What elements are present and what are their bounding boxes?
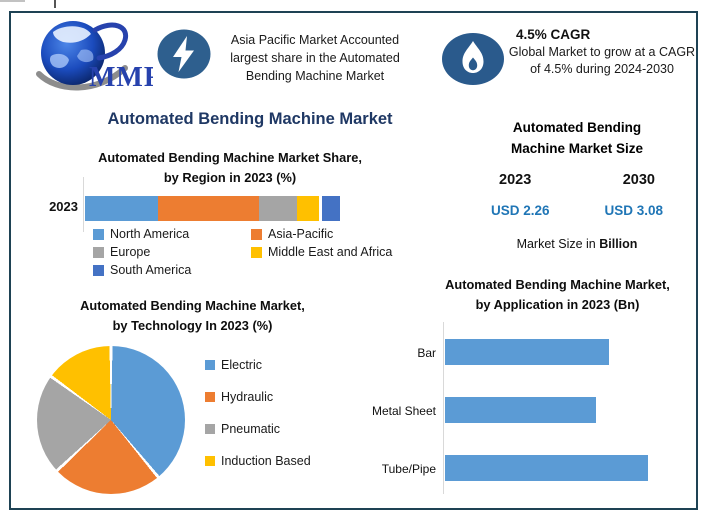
application-label-bar: Bar (417, 346, 436, 360)
legend-label: Europe (110, 245, 151, 259)
legend-label: Pneumatic (221, 422, 281, 436)
value-2030: USD 3.08 (604, 203, 663, 218)
caption-prefix: Market Size in (516, 237, 600, 251)
application-chart-title-line1: Automated Bending Machine Market, (445, 277, 670, 292)
legend-swatch-mea (251, 246, 262, 258)
legend-swatch-europe (93, 246, 104, 258)
application-chart-title: Automated Bending Machine Market, by App… (425, 275, 690, 315)
legend-item: Electric (205, 358, 311, 372)
legend-label: Asia-Pacific (268, 227, 334, 241)
market-size-title-line2: Machine Market Size (510, 141, 644, 156)
legend-label: Electric (221, 358, 262, 372)
value-2023: USD 2.26 (491, 203, 550, 218)
mmr-globe-logo: MMR (36, 21, 153, 92)
region-stacked-bar (85, 196, 340, 221)
legend-swatch-pneumatic (205, 424, 215, 434)
legend-swatch-induction (205, 456, 215, 466)
legend-swatch-asia-pacific (251, 228, 262, 240)
callout-right: 4.5% CAGR Global Market to grow at a CAG… (508, 27, 696, 78)
technology-chart-title: Automated Bending Machine Market, by Tec… (25, 296, 360, 336)
logo-text: MMR (89, 62, 153, 92)
market-size-title-line1: Automated Bending (512, 120, 642, 135)
application-label-tube-pipe: Tube/Pipe (381, 462, 436, 476)
region-bar-category-label: 2023 (49, 199, 78, 214)
legend-swatch-north-america (93, 228, 104, 240)
application-label-metal-sheet: Metal Sheet (371, 404, 436, 418)
technology-pie (37, 346, 185, 494)
region-chart-title: Automated Bending Machine Market Share, … (55, 148, 405, 188)
infographic-border (9, 11, 698, 510)
technology-chart-title-line1: Automated Bending Machine Market, (80, 298, 305, 313)
legend-swatch-electric (205, 360, 215, 370)
technology-chart-title-line2: by Technology In 2023 (%) (112, 318, 273, 333)
crop-artifact-tick (54, 0, 56, 8)
legend-item: Europe (93, 245, 251, 259)
caption-bold: Billion (599, 237, 638, 251)
legend-item: Induction Based (205, 454, 311, 468)
legend-item: North America (93, 227, 251, 241)
lightning-icon (157, 29, 211, 79)
cagr-headline: 4.5% CAGR (516, 27, 591, 42)
application-bar-tube-pipe (445, 455, 648, 481)
legend-label: Middle East and Africa (268, 245, 393, 259)
legend-swatch-south-america (93, 264, 104, 276)
legend-label: South America (110, 263, 192, 277)
region-bar-segment (322, 196, 340, 221)
year-2023-label: 2023 (499, 172, 532, 188)
cagr-body-text: Global Market to grow at a CAGR of 4.5% … (508, 45, 696, 76)
region-bar-segment (296, 196, 320, 221)
legend-item: Hydraulic (205, 390, 311, 404)
application-bar-bar (445, 339, 609, 365)
application-chart-axis (443, 322, 444, 494)
market-size-years: 2023 2030 (487, 172, 667, 188)
technology-legend: Electric Hydraulic Pneumatic Induction B… (205, 358, 311, 486)
legend-item: Middle East and Africa (251, 245, 423, 259)
region-bar-segment (85, 196, 159, 221)
year-2030-label: 2030 (622, 172, 655, 188)
legend-item: Pneumatic (205, 422, 311, 436)
region-legend: North America Asia-Pacific Europe Middle… (93, 227, 423, 277)
region-chart-title-line2: by Region in 2023 (%) (163, 170, 297, 185)
legend-item: South America (93, 263, 251, 277)
market-size-title: Automated Bending Machine Market Size (487, 117, 667, 159)
legend-label: Hydraulic (221, 390, 274, 404)
legend-label: North America (110, 227, 190, 241)
application-chart-title-line2: by Application in 2023 (Bn) (475, 297, 640, 312)
region-chart-axis (83, 177, 84, 232)
legend-item: Asia-Pacific (251, 227, 423, 241)
region-chart-title-line1: Automated Bending Machine Market Share, (98, 150, 362, 165)
crop-artifact-dash (0, 0, 25, 2)
legend-label: Induction Based (221, 454, 311, 468)
application-bar-metal-sheet (445, 397, 596, 423)
flame-icon (442, 33, 504, 85)
region-bar-segment (258, 196, 297, 221)
market-size-values: USD 2.26 USD 3.08 (487, 203, 667, 218)
page-title: Automated Bending Machine Market (107, 110, 393, 128)
region-bar-segment (158, 196, 259, 221)
legend-swatch-hydraulic (205, 392, 215, 402)
callout-left-text: Asia Pacific Market Accounted largest sh… (230, 33, 400, 83)
market-size-caption: Market Size in Billion (487, 237, 667, 251)
